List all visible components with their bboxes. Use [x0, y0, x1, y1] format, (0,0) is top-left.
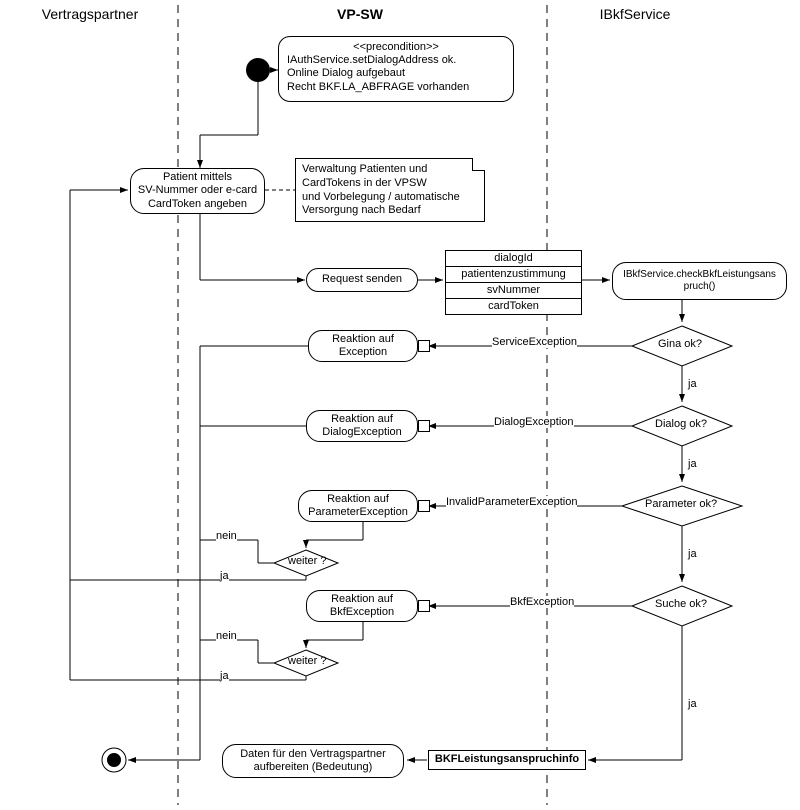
object-bkfleistungsanspruchinfo: BKFLeistungsanspruchinfo	[428, 750, 586, 770]
guard-ja-4: ja	[688, 698, 697, 710]
receive-icon	[418, 600, 430, 612]
decision-parameter-label: Parameter ok?	[645, 498, 717, 510]
activity-patient-input: Patient mittels SV-Nummer oder e-card Ca…	[130, 168, 265, 214]
param-dialogid: dialogId	[446, 251, 581, 267]
param-table: dialogId patientenzustimmung svNummer ca…	[445, 250, 582, 315]
precondition-stereotype: <<precondition>>	[287, 41, 505, 54]
precondition-box: <<precondition>> IAuthService.setDialogA…	[278, 36, 514, 102]
activity-reaktion-parameter-exception: Reaktion auf ParameterException	[298, 490, 418, 522]
precondition-line2: Online Dialog aufgebaut	[287, 67, 405, 80]
guard-ja-1: ja	[688, 378, 697, 390]
activity-service-call: IBkfService.checkBkfLeistungsans pruch()	[612, 262, 787, 300]
param-svnummer: svNummer	[446, 283, 581, 299]
guard-ja-3: ja	[688, 548, 697, 560]
decision-gina-label: Gina ok?	[658, 338, 702, 350]
param-cardtoken: cardToken	[446, 299, 581, 314]
param-patientenzustimmung: patientenzustimmung	[446, 267, 581, 283]
decision-dialog-label: Dialog ok?	[655, 418, 707, 430]
receive-icon	[418, 500, 430, 512]
receive-icon	[418, 420, 430, 432]
decision-weiter1-label: weiter ?	[288, 555, 327, 567]
activity-reaktion-dialog-exception: Reaktion auf DialogException	[306, 410, 418, 442]
label-bkf-exception: BkfException	[510, 596, 574, 608]
diagram-svg	[0, 0, 800, 810]
activity-request-senden: Request senden	[306, 268, 418, 292]
guard-ja-w1: ja	[220, 570, 229, 582]
activity-reaktion-bkf-exception: Reaktion auf BkfException	[306, 590, 418, 622]
decision-suche-label: Suche ok?	[655, 598, 707, 610]
label-dialog-exception: DialogException	[494, 416, 574, 428]
note-vpsw: Verwaltung Patienten und CardTokens in d…	[295, 158, 485, 222]
guard-nein-2: nein	[216, 630, 237, 642]
guard-ja-w2: ja	[220, 670, 229, 682]
precondition-line3: Recht BKF.LA_ABFRAGE vorhanden	[287, 81, 469, 94]
receive-icon	[418, 340, 430, 352]
activity-final-aufbereiten: Daten für den Vertragspartner aufbereite…	[222, 744, 404, 778]
activity-reaktion-exception: Reaktion auf Exception	[308, 330, 418, 362]
guard-nein-1: nein	[216, 530, 237, 542]
precondition-line1: IAuthService.setDialogAddress ok.	[287, 54, 456, 67]
decision-weiter2-label: weiter ?	[288, 655, 327, 667]
guard-ja-2: ja	[688, 458, 697, 470]
label-service-exception: ServiceException	[492, 336, 577, 348]
label-invalid-parameter-exception: InvalidParameterException	[446, 496, 577, 508]
